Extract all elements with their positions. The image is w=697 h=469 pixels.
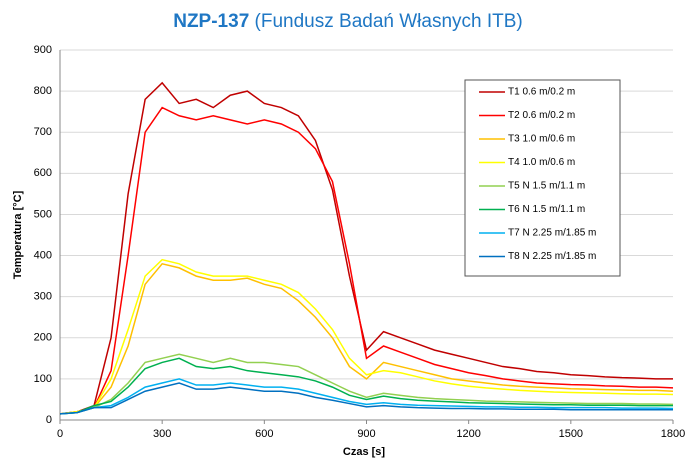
x-tick-label: 600 xyxy=(255,428,273,440)
x-tick-label: 1800 xyxy=(661,428,685,440)
series-line xyxy=(59,262,674,415)
series-line xyxy=(59,382,673,415)
y-tick-label: 700 xyxy=(34,126,52,138)
series-line xyxy=(59,106,674,415)
x-tick-label: 1200 xyxy=(456,428,480,440)
legend-label: T5 N 1.5 m/1.1 m xyxy=(508,181,585,192)
y-axis-label: Temperatura [°C] xyxy=(12,190,24,279)
y-tick-label: 100 xyxy=(34,373,52,385)
x-axis-label: Czas [s] xyxy=(343,446,386,458)
y-tick-label: 900 xyxy=(34,44,52,56)
y-tick-label: 800 xyxy=(34,85,52,97)
chart-title: NZP-137 (Fundusz Badań Własnych ITB) xyxy=(173,11,523,32)
legend-label: T8 N 2.25 m/1.85 m xyxy=(508,251,596,262)
title: NZP-137 xyxy=(173,11,249,32)
legend-label: T6 N 1.5 m/1.1 m xyxy=(508,204,585,215)
series-line xyxy=(59,81,673,415)
legend-label: T3 1.0 m/0.6 m xyxy=(508,134,575,145)
series-line xyxy=(59,357,673,415)
legend-box xyxy=(464,79,621,277)
legend-label: T2 0.6 m/0.2 m xyxy=(508,110,575,121)
legend-label: T7 N 2.25 m/1.85 m xyxy=(508,228,596,239)
x-tick-label: 300 xyxy=(153,428,171,440)
y-tick-label: 600 xyxy=(34,167,52,179)
y-tick-label: 500 xyxy=(34,208,52,220)
x-tick-label: 0 xyxy=(57,428,63,440)
legend-label: T4 1.0 m/0.6 m xyxy=(508,157,575,168)
y-tick-label: 200 xyxy=(34,332,52,344)
x-tick-label: 1500 xyxy=(559,428,583,440)
series-line xyxy=(59,378,674,415)
legend-label: T1 0.6 m/0.2 m xyxy=(508,87,575,98)
y-tick-label: 0 xyxy=(46,414,52,426)
series-line xyxy=(59,353,674,415)
y-tick-label: 300 xyxy=(34,291,52,303)
subtitle: (Fundusz Badań Własnych ITB) xyxy=(255,11,523,32)
x-tick-label: 900 xyxy=(357,428,375,440)
series-line xyxy=(59,258,674,415)
y-tick-label: 400 xyxy=(34,249,52,261)
